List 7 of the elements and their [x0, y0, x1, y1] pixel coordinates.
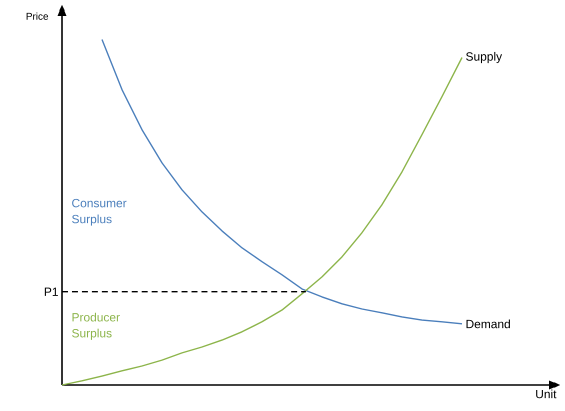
annotation: Producer Surplus: [72, 312, 120, 340]
y-axis-title: Price: [26, 12, 48, 20]
text: Unit: [536, 390, 556, 398]
annotation: Consumer Surplus: [72, 198, 126, 226]
series-label: Demand: [466, 319, 510, 328]
series-label: Supply: [466, 52, 502, 64]
ref-line-label: P1: [44, 288, 58, 296]
